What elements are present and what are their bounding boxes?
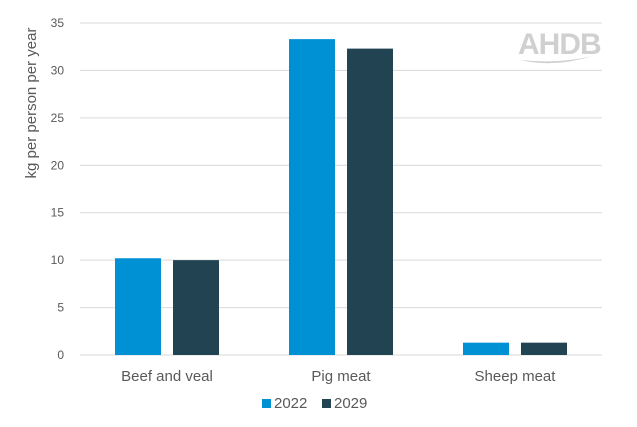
y-tick-label: 20 xyxy=(51,158,65,172)
legend-swatch-2022 xyxy=(262,399,271,408)
bar-2022-beef-and-veal xyxy=(115,258,161,355)
bar-2029-beef-and-veal xyxy=(173,260,219,355)
x-category-label: Beef and veal xyxy=(121,368,213,385)
ahdb-logo: AHDB xyxy=(518,28,602,64)
y-axis-ticks: 0 5 10 15 20 25 30 35 xyxy=(51,16,65,362)
y-tick-label: 25 xyxy=(51,111,65,125)
y-tick-label: 35 xyxy=(51,16,65,30)
y-tick-label: 15 xyxy=(51,206,65,220)
gridlines xyxy=(80,22,602,356)
logo-text: AHDB xyxy=(518,28,601,61)
y-tick-label: 0 xyxy=(57,348,64,362)
y-tick-label: 5 xyxy=(57,301,64,315)
legend-label-2029: 2029 xyxy=(334,395,367,412)
x-category-label: Sheep meat xyxy=(475,368,557,385)
bars xyxy=(115,39,567,356)
x-axis-categories: Beef and veal Pig meat Sheep meat xyxy=(121,368,556,385)
y-tick-label: 30 xyxy=(51,63,65,77)
y-tick-label: 10 xyxy=(51,253,65,267)
logo-swoosh-icon xyxy=(520,56,592,64)
y-axis-title: kg per person per year xyxy=(23,28,40,179)
legend[interactable]: 2022 2029 xyxy=(262,395,367,412)
bar-2029-pig-meat xyxy=(347,48,393,356)
bar-2022-sheep-meat xyxy=(463,342,509,355)
bar-2022-pig-meat xyxy=(289,39,335,356)
x-category-label: Pig meat xyxy=(311,368,371,385)
legend-label-2022: 2022 xyxy=(274,395,307,412)
bar-2029-sheep-meat xyxy=(521,342,567,355)
legend-swatch-2029 xyxy=(322,399,331,408)
